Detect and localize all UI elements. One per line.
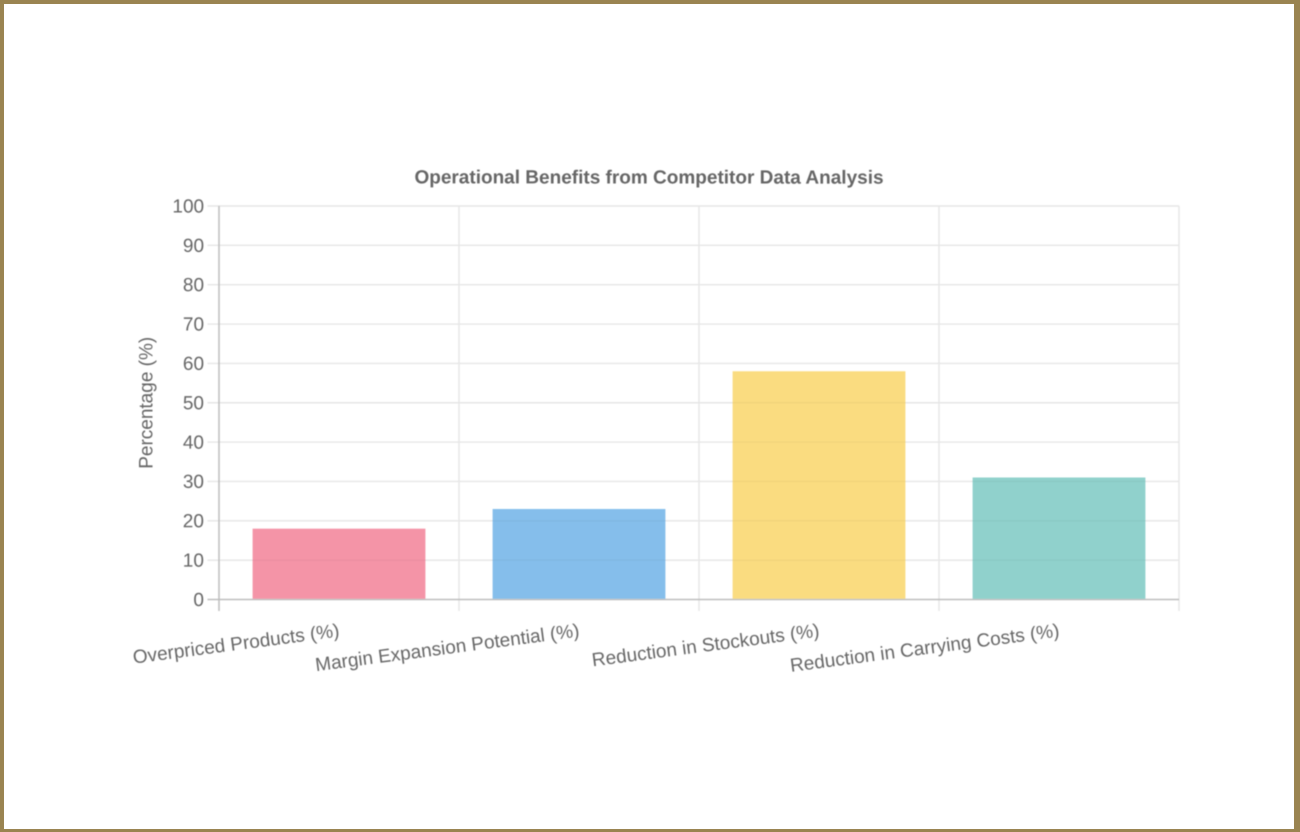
svg-text:40: 40 (183, 433, 204, 454)
svg-text:20: 20 (183, 511, 204, 532)
svg-text:30: 30 (183, 472, 204, 493)
svg-text:70: 70 (183, 315, 204, 336)
svg-text:0: 0 (193, 590, 204, 611)
svg-text:60: 60 (183, 354, 204, 375)
svg-text:Operational Benefits from Comp: Operational Benefits from Competitor Dat… (414, 167, 883, 188)
svg-text:10: 10 (183, 551, 204, 572)
svg-text:Reduction in Carrying Costs (%: Reduction in Carrying Costs (%) (789, 621, 1061, 677)
svg-text:90: 90 (183, 236, 204, 257)
svg-text:100: 100 (172, 196, 204, 217)
svg-text:Percentage (%): Percentage (%) (137, 337, 158, 469)
svg-text:Margin Expansion Potential (%): Margin Expansion Potential (%) (314, 621, 581, 677)
svg-text:Overpriced Products (%): Overpriced Products (%) (132, 621, 341, 669)
svg-text:Reduction in Stockouts (%): Reduction in Stockouts (%) (591, 621, 821, 672)
svg-text:50: 50 (183, 393, 204, 414)
svg-text:80: 80 (183, 275, 204, 296)
